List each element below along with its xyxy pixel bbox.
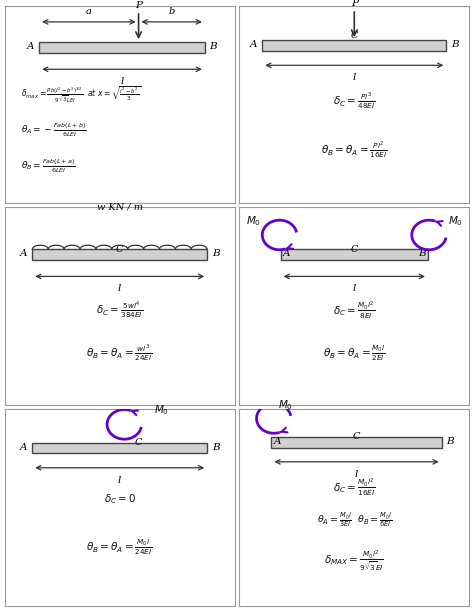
Text: $\theta_B = \theta_A = \frac{Pl^2}{16EI}$: $\theta_B = \theta_A = \frac{Pl^2}{16EI}… xyxy=(321,140,388,160)
Text: $M_0$: $M_0$ xyxy=(278,398,293,411)
Text: $\delta_C = 0$: $\delta_C = 0$ xyxy=(103,493,136,506)
Text: P: P xyxy=(135,1,142,10)
Text: A: A xyxy=(20,442,28,452)
Text: l: l xyxy=(118,285,121,293)
Text: $\theta_B = \theta_A = \frac{M_0 l}{2EI}$: $\theta_B = \theta_A = \frac{M_0 l}{2EI}… xyxy=(323,343,385,363)
Text: B: B xyxy=(418,249,426,258)
Text: B: B xyxy=(210,42,217,51)
Bar xyxy=(32,442,207,453)
Text: C: C xyxy=(351,31,358,40)
Text: $\theta_B = \theta_A = \frac{wl^3}{24EI}$: $\theta_B = \theta_A = \frac{wl^3}{24EI}… xyxy=(86,343,153,364)
Text: $M_0$: $M_0$ xyxy=(154,404,169,417)
Text: w KN / m: w KN / m xyxy=(97,203,143,211)
Text: l: l xyxy=(353,73,356,82)
Text: A: A xyxy=(27,42,35,51)
Text: $M_0$: $M_0$ xyxy=(448,214,463,228)
Text: l: l xyxy=(120,77,124,86)
Text: l: l xyxy=(353,285,356,293)
Text: $M_0$: $M_0$ xyxy=(246,214,261,228)
Text: B: B xyxy=(212,249,219,258)
Text: C: C xyxy=(116,245,123,254)
Text: b: b xyxy=(169,7,175,16)
Text: $\delta_C = \frac{M_0 l^2}{16EI}$: $\delta_C = \frac{M_0 l^2}{16EI}$ xyxy=(333,477,375,498)
Bar xyxy=(32,249,207,260)
Text: l: l xyxy=(355,470,358,479)
Text: $\theta_B = \theta_A = \frac{M_0 l}{24EI}$: $\theta_B = \theta_A = \frac{M_0 l}{24EI… xyxy=(86,537,153,556)
Text: C: C xyxy=(134,438,142,447)
Text: B: B xyxy=(446,436,454,446)
Bar xyxy=(272,437,442,447)
Text: C: C xyxy=(353,432,360,441)
Text: A: A xyxy=(20,249,28,258)
Text: $\delta_C = \frac{Pl^3}{48EI}$: $\delta_C = \frac{Pl^3}{48EI}$ xyxy=(333,91,375,111)
Text: l: l xyxy=(118,476,121,485)
Bar xyxy=(281,249,428,260)
Text: $\delta_C = \frac{5wl^4}{384EI}$: $\delta_C = \frac{5wl^4}{384EI}$ xyxy=(96,300,143,320)
Text: A: A xyxy=(283,249,291,258)
Text: B: B xyxy=(212,442,219,452)
Text: $\delta_{max} = \frac{Pb(l^2-b^2)^{3/2}}{9\sqrt{3}LEI}$  $at\ x = \sqrt{\frac{l^: $\delta_{max} = \frac{Pb(l^2-b^2)^{3/2}}… xyxy=(21,85,141,105)
Text: A: A xyxy=(250,40,258,49)
Text: P: P xyxy=(351,0,358,8)
Text: $\theta_A = \frac{M_0 l}{3EI}$  $\theta_B = \frac{M_0 l}{6EI}$: $\theta_A = \frac{M_0 l}{3EI}$ $\theta_B… xyxy=(317,512,392,530)
Text: $\delta_{MAX} = \frac{M_0 l^2}{9\sqrt{3}EI}$: $\delta_{MAX} = \frac{M_0 l^2}{9\sqrt{3}… xyxy=(324,548,384,573)
Text: a: a xyxy=(86,7,92,16)
Text: $\delta_C = \frac{M_0 l^2}{8EI}$: $\delta_C = \frac{M_0 l^2}{8EI}$ xyxy=(333,299,375,321)
Text: C: C xyxy=(351,245,358,254)
Text: $\theta_A = -\frac{Fab(L+b)}{6LEI}$: $\theta_A = -\frac{Fab(L+b)}{6LEI}$ xyxy=(21,122,87,139)
Bar xyxy=(262,40,446,51)
Text: B: B xyxy=(451,40,458,49)
Text: A: A xyxy=(274,436,281,446)
Bar xyxy=(39,42,205,53)
Text: $\theta_B = \frac{Fab(L+a)}{6LEI}$: $\theta_B = \frac{Fab(L+a)}{6LEI}$ xyxy=(21,157,75,174)
